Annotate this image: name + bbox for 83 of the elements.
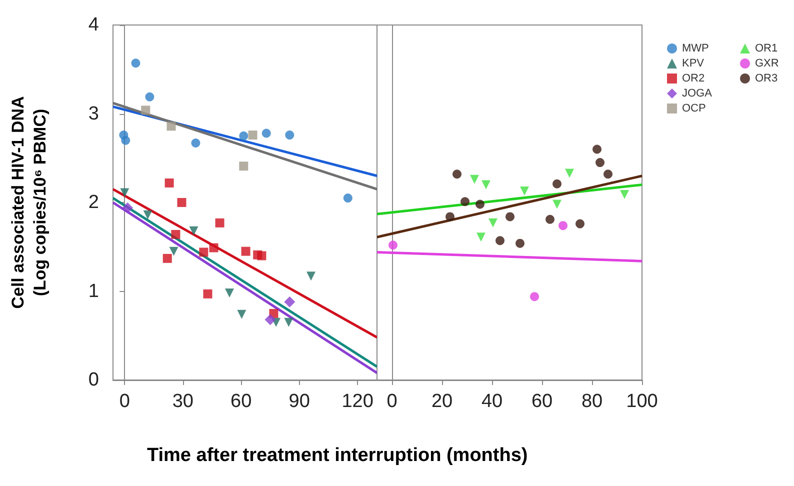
point <box>224 288 234 298</box>
point <box>177 198 186 207</box>
point <box>241 246 250 256</box>
point <box>552 179 562 188</box>
point <box>546 214 554 224</box>
legend-label: OCP <box>682 102 706 114</box>
legend-label: KPV <box>682 58 705 70</box>
point <box>552 200 562 209</box>
point <box>592 144 602 154</box>
x-tick-label: 100 <box>626 391 658 412</box>
point <box>239 162 248 171</box>
point <box>530 292 539 302</box>
point <box>264 314 276 326</box>
point <box>388 240 398 250</box>
point <box>237 310 246 319</box>
point <box>343 194 352 203</box>
point <box>131 58 140 68</box>
point <box>516 238 524 248</box>
point <box>446 212 454 222</box>
point <box>604 170 612 179</box>
point <box>257 251 266 260</box>
point <box>171 230 180 239</box>
x-axis-title: Time after treatment interruption (months) <box>147 445 528 466</box>
point <box>285 130 294 140</box>
point <box>262 128 271 138</box>
point <box>452 170 462 179</box>
y-tick-label: 3 <box>88 103 99 124</box>
point <box>496 236 504 246</box>
x-tick-label: 0 <box>386 391 398 412</box>
x-tick-label: 60 <box>531 391 553 412</box>
x-tick-label: 120 <box>342 391 374 412</box>
point <box>576 219 584 228</box>
point <box>162 254 172 263</box>
point <box>191 138 200 148</box>
point <box>284 296 296 308</box>
point <box>141 106 150 115</box>
point <box>470 174 479 184</box>
y-tick-label: 2 <box>88 192 99 213</box>
point <box>215 218 224 228</box>
point <box>284 318 294 327</box>
point <box>488 218 498 228</box>
point <box>166 122 176 131</box>
x-tick-label: 20 <box>431 391 453 412</box>
x-tick-label: 0 <box>119 391 130 412</box>
point <box>169 246 178 256</box>
point <box>596 158 604 168</box>
legend-label: OR1 <box>755 42 778 54</box>
point <box>203 289 212 298</box>
point <box>520 186 529 196</box>
y-tick-label: 4 <box>88 14 100 36</box>
point <box>482 180 490 190</box>
x-tick-label: 80 <box>581 391 603 412</box>
point <box>145 92 154 102</box>
y-tick-label: 0 <box>88 370 99 390</box>
point <box>565 168 574 178</box>
point <box>506 212 514 222</box>
point <box>306 272 316 281</box>
point <box>122 202 134 214</box>
y-axis-title: Cell associated HIV-1 DNA (Log copies/10⁶ PBMC) <box>8 96 50 309</box>
point <box>209 243 218 252</box>
x-tick-label: 40 <box>481 391 503 412</box>
point <box>189 226 198 236</box>
point <box>558 221 568 230</box>
legend-label: JOGA <box>682 88 713 100</box>
y-tick-label: 1 <box>88 280 99 302</box>
point <box>199 248 208 257</box>
x-tick-label: 90 <box>288 391 310 412</box>
point <box>164 178 174 188</box>
point <box>476 232 486 242</box>
legend-label: OR3 <box>755 72 778 84</box>
point <box>248 130 258 140</box>
point <box>620 190 629 200</box>
point <box>239 131 248 140</box>
point <box>121 136 130 145</box>
legend-label: OR2 <box>682 72 705 84</box>
x-tick-label: 60 <box>230 391 252 412</box>
point <box>143 210 152 220</box>
point <box>476 200 484 209</box>
legend-label: GXR <box>755 58 779 70</box>
point <box>120 188 130 198</box>
legend-label: MWP <box>682 42 709 54</box>
point <box>460 197 470 206</box>
x-tick-label: 30 <box>172 391 194 412</box>
